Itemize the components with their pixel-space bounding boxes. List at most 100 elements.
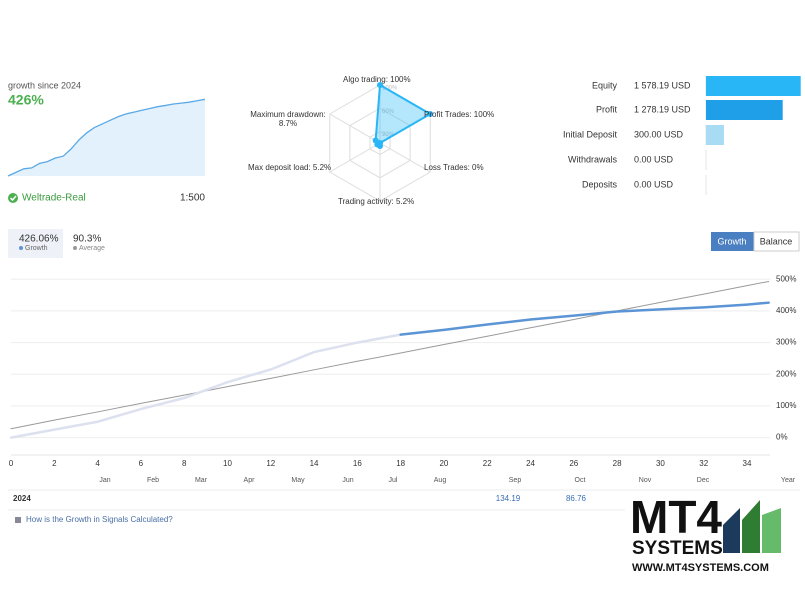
row-value: 1 578.19 USD xyxy=(634,80,691,90)
y-tick-label: 300% xyxy=(776,338,796,347)
radar-label: Trading activity: 5.2% xyxy=(338,197,415,206)
account-name[interactable]: Weltrade-Real xyxy=(22,193,86,204)
month-label: Mar xyxy=(195,477,208,484)
row-value: 0.00 USD xyxy=(634,179,674,189)
check xyxy=(9,195,17,202)
series-line xyxy=(9,333,402,439)
tab-average-value[interactable]: 90.3% xyxy=(73,234,101,245)
radar-spoke xyxy=(329,142,381,173)
x-tick-label: 28 xyxy=(613,459,622,468)
x-tick-label: 6 xyxy=(139,459,144,468)
radar-tick-label: 100% xyxy=(382,86,398,92)
row-label: Withdrawals xyxy=(568,154,618,164)
month-label: Jul xyxy=(389,477,398,484)
logo-shape xyxy=(723,508,740,553)
month-label: Jun xyxy=(342,477,353,484)
button-balance-label[interactable]: Balance xyxy=(760,236,793,246)
row-label: Deposits xyxy=(582,179,618,189)
x-tick-label: 34 xyxy=(743,459,752,468)
radar-label: Loss Trades: 0% xyxy=(424,163,484,172)
x-tick-label: 22 xyxy=(483,459,492,468)
year-cell: 2024 xyxy=(13,494,31,503)
radar-label: Profit Trades: 100% xyxy=(424,110,495,119)
month-label: Feb xyxy=(147,477,159,484)
button-balance[interactable] xyxy=(753,231,800,252)
logo-brand: MT4 xyxy=(630,491,722,543)
y-tick-label: 200% xyxy=(776,369,796,378)
radar-shape xyxy=(374,83,433,148)
logo-url: WWW.MT4SYSTEMS.COM xyxy=(632,562,769,574)
radar-point xyxy=(377,82,383,88)
month-label: Year xyxy=(781,477,796,484)
x-tick-label: 14 xyxy=(310,459,319,468)
tab-growth-value[interactable]: 426.06% xyxy=(19,234,59,245)
button-growth-label[interactable]: Growth xyxy=(717,236,746,246)
x-tick-label: 20 xyxy=(439,459,448,468)
help-icon xyxy=(15,517,21,523)
y-tick-label: 100% xyxy=(776,401,796,410)
x-tick-label: 24 xyxy=(526,459,535,468)
bar xyxy=(706,100,783,120)
x-tick-label: 8 xyxy=(182,459,187,468)
table-cell: 134.19 xyxy=(496,494,521,503)
x-tick-label: 12 xyxy=(266,459,275,468)
y-tick-label: 500% xyxy=(776,274,796,283)
bar xyxy=(706,76,801,96)
row-value: 1 278.19 USD xyxy=(634,104,691,114)
y-tick-label: 400% xyxy=(776,306,796,315)
x-tick-label: 32 xyxy=(699,459,708,468)
row-value: 0.00 USD xyxy=(634,154,674,164)
month-label: May xyxy=(291,477,305,484)
month-label: Oct xyxy=(575,477,586,484)
radar-spoke xyxy=(329,113,381,144)
help-link[interactable]: How is the Growth in Signals Calculated? xyxy=(26,515,173,524)
radar-point xyxy=(427,111,434,117)
x-tick-label: 26 xyxy=(569,459,578,468)
dot xyxy=(19,246,23,250)
bar xyxy=(706,125,724,145)
radar-label: Max deposit load: 5.2% xyxy=(248,163,332,172)
radar-tick-label: 20% xyxy=(382,132,395,138)
x-tick-label: 10 xyxy=(223,459,232,468)
month-label: Dec xyxy=(697,477,710,484)
radar-tick-label: 60% xyxy=(382,109,395,115)
series-line xyxy=(10,280,770,430)
tab-active[interactable] xyxy=(8,229,63,258)
row-label: Equity xyxy=(592,80,618,90)
radar-label: Algo trading: 100% xyxy=(343,75,411,84)
area-line xyxy=(7,98,206,177)
x-tick-label: 2 xyxy=(52,459,57,468)
series-line xyxy=(399,301,770,336)
area-fill xyxy=(8,99,205,176)
row-value: 300.00 USD xyxy=(634,129,684,139)
x-tick-label: 4 xyxy=(95,459,100,468)
row-label: Profit xyxy=(596,104,618,114)
tab-growth-label[interactable]: Growth xyxy=(25,245,48,252)
verified-icon xyxy=(8,193,18,203)
table-cell: 86.76 xyxy=(566,494,587,503)
tab-average-label[interactable]: Average xyxy=(79,245,105,252)
x-tick-label: 0 xyxy=(9,459,14,468)
growth-label: growth since 2024 xyxy=(8,80,81,90)
month-label: Jan xyxy=(99,477,110,484)
row-label: Initial Deposit xyxy=(563,129,618,139)
x-tick-label: 18 xyxy=(396,459,405,468)
radar-spoke xyxy=(379,142,431,173)
growth-value: 426% xyxy=(8,92,44,108)
month-label: Apr xyxy=(244,477,256,484)
y-tick-label: 0% xyxy=(776,433,788,442)
month-label: Aug xyxy=(434,477,447,484)
radar-point xyxy=(372,137,379,144)
x-tick-label: 30 xyxy=(656,459,665,468)
month-label: Sep xyxy=(509,477,522,484)
logo-shape xyxy=(742,500,760,553)
radar-label: Maximum drawdown: 8.7% xyxy=(250,110,326,128)
logo-shape xyxy=(762,508,781,553)
dot xyxy=(73,246,77,250)
x-tick-label: 16 xyxy=(353,459,362,468)
logo-sub: SYSTEMS xyxy=(632,538,723,559)
button-growth[interactable] xyxy=(711,232,754,251)
leverage: 1:500 xyxy=(180,193,205,204)
